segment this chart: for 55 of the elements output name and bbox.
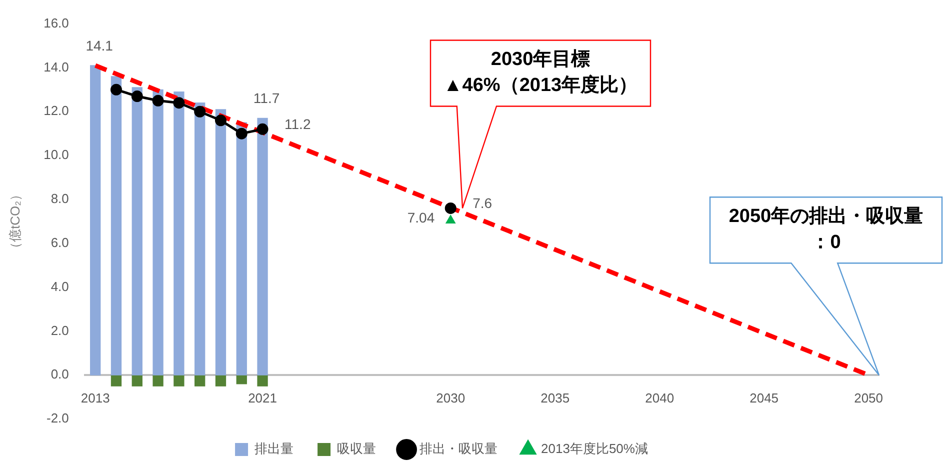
y-tick-label: 0.0: [50, 366, 69, 382]
bar: [132, 374, 142, 386]
point: [194, 106, 206, 118]
bar: [152, 374, 164, 386]
point: [131, 90, 143, 102]
y-tick-label: 6.0: [50, 234, 69, 250]
bar: [152, 89, 164, 376]
legend-label: 排出・吸収量: [420, 441, 498, 456]
data-label: 14.1: [86, 37, 114, 54]
bar: [174, 374, 184, 386]
y-tick-label: 12.0: [44, 103, 69, 118]
y-axis-title: （億tCO₂）: [7, 188, 22, 255]
point: [236, 128, 248, 140]
y-tick-label: 2.0: [50, 322, 69, 338]
bar: [110, 374, 122, 386]
bar: [257, 118, 268, 376]
bar: [90, 65, 101, 376]
data-label: 7.6: [472, 195, 492, 212]
y-tick-label: 16.0: [44, 15, 69, 30]
x-tick-label: 2021: [248, 390, 277, 406]
bar: [236, 122, 247, 376]
legend-label: 2013年度比50%減: [541, 441, 648, 456]
y-tick-label: 14.0: [44, 59, 69, 74]
point: [256, 123, 268, 135]
bar: [257, 374, 268, 386]
x-tick-label: 2040: [645, 390, 674, 406]
x-tick-label: 2013: [80, 390, 110, 406]
bar: [194, 374, 206, 386]
data-label: 11.7: [253, 90, 280, 106]
x-tick-label: 2035: [540, 390, 570, 406]
y-tick-label: 4.0: [50, 278, 69, 294]
x-tick-label: 2045: [750, 390, 779, 406]
bar: [215, 109, 226, 376]
point: [444, 202, 456, 214]
y-tick-label: 8.0: [50, 191, 69, 206]
legend-label: 排出量: [254, 441, 294, 456]
x-tick-label: 2050: [854, 390, 884, 406]
annotation: 2030年目標 ▲46%（2013年度比）: [442, 48, 639, 98]
point: [152, 94, 164, 106]
x-tick-label: 2030: [436, 390, 466, 406]
data-label: 11.2: [284, 116, 311, 132]
point: [110, 84, 122, 96]
bar: [132, 87, 142, 376]
y-tick-label: -2.0: [46, 410, 69, 426]
y-tick-label: 10.0: [44, 147, 69, 162]
data-label: 7.04: [407, 209, 435, 226]
point: [446, 215, 456, 224]
annotation: 2050年の排出・吸収量：0: [728, 205, 924, 256]
point: [214, 114, 226, 126]
legend-label: 吸収量: [337, 441, 376, 456]
point: [173, 97, 185, 109]
bar: [215, 374, 226, 386]
bar: [110, 76, 122, 376]
bar: [194, 102, 206, 376]
bar: [174, 92, 184, 376]
